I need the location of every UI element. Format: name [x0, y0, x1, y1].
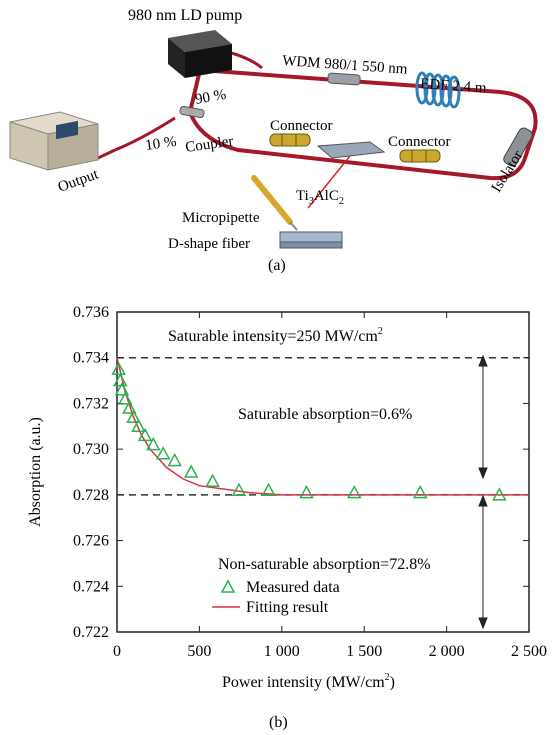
coupler-label: Coupler — [184, 133, 234, 156]
measured-data-point — [183, 464, 199, 478]
pointer-arrow — [307, 155, 351, 209]
y-tick-label: 0.728 — [73, 487, 109, 504]
saturable-arrow — [478, 354, 488, 480]
edf-label: EDF 2.4 m — [420, 76, 488, 97]
isolator-icon — [503, 127, 533, 167]
output-label: Output — [56, 166, 101, 196]
non-saturable-arrow — [478, 494, 488, 630]
caption-a: (a) — [268, 257, 286, 274]
micropipette-label: Micropipette — [182, 210, 260, 226]
pump-fiber — [227, 50, 263, 70]
y-axis-label: Absorption (a.u.) — [27, 417, 44, 527]
x-tick-label: 0 — [113, 643, 121, 660]
absorption-chart: 0.722 0.724 0.726 0.728 0.730 0.732 0.734 0.736… — [27, 304, 547, 731]
coupler-icon — [179, 105, 205, 119]
y-tick-label: 0.736 — [73, 304, 109, 321]
d-shape-fiber-icon — [279, 231, 343, 249]
measured-data-point — [155, 446, 171, 460]
plot-frame — [116, 311, 530, 633]
wdm-icon — [327, 72, 361, 86]
y-tick-label: 0.724 — [73, 578, 109, 595]
connector-left-icon — [269, 133, 311, 147]
ninety-label: 90 % — [194, 87, 228, 108]
measured-data-point — [122, 400, 137, 414]
saturable-intensity-annotation: Saturable intensity=250 MW/cm2 — [168, 326, 383, 345]
connector-right-label: Connector — [388, 134, 450, 150]
x-tick-label: 2 000 — [429, 643, 465, 660]
fiber-ring — [187, 67, 538, 181]
non-saturable-absorption-annotation: Non-saturable absorption=72.8% — [218, 556, 431, 573]
measured-data-point — [117, 391, 133, 405]
ten-label: 10 % — [144, 134, 177, 154]
ti3alc2-label: Ti3AlC2 — [296, 188, 344, 207]
measured-data-point — [113, 373, 128, 387]
measured-data-point — [145, 437, 161, 451]
legend-fit-label: Fitting result — [246, 599, 329, 616]
x-tick-label: 1 500 — [346, 643, 382, 660]
output-fiber — [97, 116, 176, 160]
connector-right-icon — [399, 149, 441, 163]
x-tick-label: 1 000 — [264, 643, 300, 660]
measured-data-point — [131, 418, 146, 433]
measured-data-point — [114, 382, 130, 396]
y-tick-label: 0.730 — [73, 441, 109, 458]
legend-measured-marker — [220, 579, 236, 593]
measured-data-point — [126, 409, 141, 423]
pump-label: 980 nm LD pump — [128, 7, 242, 24]
ld-pump-icon — [168, 30, 232, 78]
y-tick-label: 0.726 — [73, 533, 109, 550]
y-tick-label: 0.732 — [73, 395, 109, 412]
measured-data-point — [492, 487, 507, 501]
fitting-curve — [116, 357, 529, 496]
measured-data-point — [412, 485, 428, 499]
d-shape-fiber-label: D-shape fiber — [168, 236, 250, 252]
measured-data-point — [137, 427, 153, 442]
saturable-absorption-annotation: Saturable absorption=0.6% — [238, 406, 412, 423]
measured-data-point — [347, 485, 362, 499]
caption-b: (b) — [269, 714, 288, 731]
measured-data-point — [299, 485, 314, 499]
y-tick-label: 0.722 — [73, 624, 109, 641]
d-shape-fiber-section-icon — [316, 141, 386, 159]
measured-data-point — [205, 473, 220, 487]
oscilloscope-icon — [9, 111, 99, 171]
isolator-label: Isolator — [489, 148, 527, 195]
measured-data-point — [261, 482, 276, 497]
y-tick-label: 0.734 — [73, 350, 109, 367]
measured-data-point — [111, 361, 126, 375]
edf-coil-icon — [415, 71, 461, 109]
measured-data-point — [231, 482, 247, 497]
fiber-laser-schematic: 980 nm LD pump WDM 980/1 550 nm EDF 2.4 … — [9, 7, 538, 274]
x-axis-label: Power intensity (MW/cm2) — [222, 672, 395, 691]
micropipette-icon — [251, 175, 298, 231]
measured-data-point — [167, 453, 182, 467]
x-tick-label: 2 500 — [511, 643, 547, 660]
legend-measured-label: Measured data — [246, 579, 340, 596]
connector-left-label: Connector — [270, 118, 332, 134]
x-tick-label: 500 — [187, 643, 211, 660]
